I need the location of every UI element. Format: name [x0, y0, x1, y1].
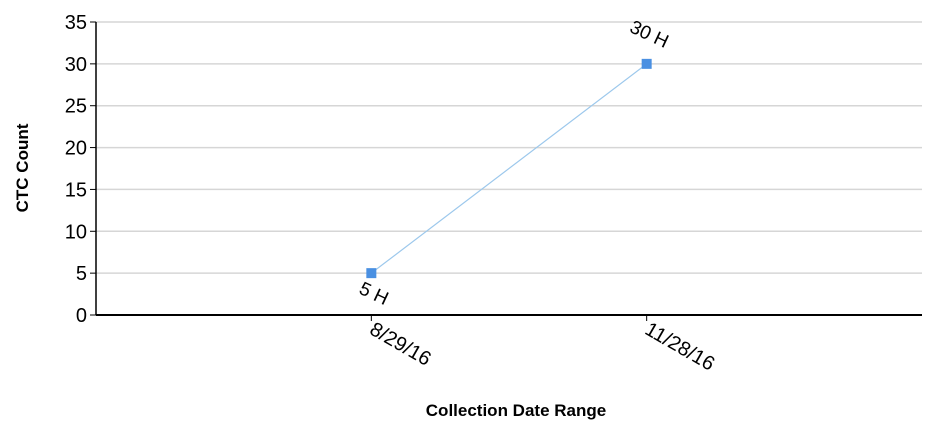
- y-tick-label: 15: [65, 179, 87, 201]
- y-tick-label: 5: [76, 263, 87, 285]
- y-axis-tick-labels: 0 5 10 15 20 25 30 35: [65, 12, 87, 327]
- y-tick-label: 35: [65, 12, 87, 34]
- series-line: [370, 63, 648, 274]
- data-label: 5 H: [356, 278, 392, 310]
- x-axis-tick-labels: 8/29/16 11/28/16: [366, 318, 718, 375]
- data-labels: 5 H30 H: [356, 17, 672, 310]
- y-tick-label: 25: [65, 96, 87, 118]
- x-tick-label: 11/28/16: [641, 318, 718, 375]
- data-point: [366, 268, 377, 279]
- data-series: [366, 58, 652, 279]
- x-axis-title: Collection Date Range: [426, 401, 606, 420]
- y-tick-label: 0: [76, 305, 87, 327]
- y-axis-title: CTC Count: [13, 123, 32, 212]
- axes: [90, 21, 922, 321]
- y-tick-label: 30: [65, 54, 87, 76]
- y-tick-label: 20: [65, 138, 87, 160]
- gridlines: [96, 21, 922, 274]
- y-tick-label: 10: [65, 221, 87, 243]
- data-point: [641, 58, 652, 69]
- x-tick-label: 8/29/16: [366, 318, 435, 370]
